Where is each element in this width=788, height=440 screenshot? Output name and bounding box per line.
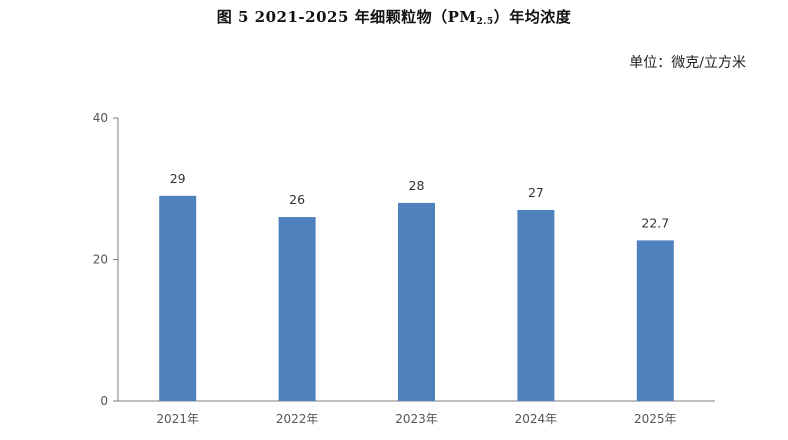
bar xyxy=(159,195,197,401)
chart-title: 图 5 2021-2025 年细颗粒物（PM2.5）年均浓度 xyxy=(0,6,788,27)
chart-title-suffix: ）年均浓度 xyxy=(493,8,572,26)
y-tick-label: 0 xyxy=(100,394,108,408)
bar xyxy=(398,202,435,401)
y-tick-label: 40 xyxy=(93,111,108,125)
bar xyxy=(278,217,316,401)
x-tick-label: 2025年 xyxy=(634,412,677,426)
data-label: 22.7 xyxy=(641,215,669,230)
unit-label: 单位：微克/立方米 xyxy=(629,55,746,71)
x-tick-label: 2023年 xyxy=(395,412,438,426)
data-label: 27 xyxy=(528,185,544,200)
x-tick-label: 2022年 xyxy=(276,412,319,426)
chart-title-subscript: 2.5 xyxy=(476,17,494,27)
y-tick-label: 20 xyxy=(93,253,108,267)
data-label: 28 xyxy=(409,178,425,193)
data-label: 29 xyxy=(170,171,186,186)
chart-title-prefix: 图 5 2021-2025 年细颗粒物（PM xyxy=(216,8,477,26)
x-tick-label: 2021年 xyxy=(156,412,199,426)
bar xyxy=(636,240,674,401)
data-label: 26 xyxy=(289,192,305,207)
bar xyxy=(517,209,555,401)
x-tick-label: 2024年 xyxy=(515,412,558,426)
